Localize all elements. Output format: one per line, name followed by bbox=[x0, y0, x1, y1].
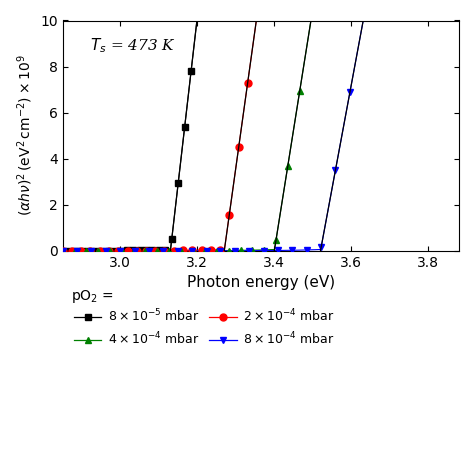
Text: pO$_2$ =: pO$_2$ = bbox=[71, 288, 114, 305]
Legend: $8 \times 10^{-5}$ mbar, $4 \times 10^{-4}$ mbar, $2 \times 10^{-4}$ mbar, $8 \t: $8 \times 10^{-5}$ mbar, $4 \times 10^{-… bbox=[69, 303, 339, 353]
X-axis label: Photon energy (eV): Photon energy (eV) bbox=[187, 275, 335, 290]
Text: $T_s$ = 473 K: $T_s$ = 473 K bbox=[91, 36, 176, 55]
Y-axis label: $({\alpha}h\nu)^2\,({\rm eV}^2\,{\rm cm}^{-2})\times10^9$: $({\alpha}h\nu)^2\,({\rm eV}^2\,{\rm cm}… bbox=[15, 55, 35, 217]
